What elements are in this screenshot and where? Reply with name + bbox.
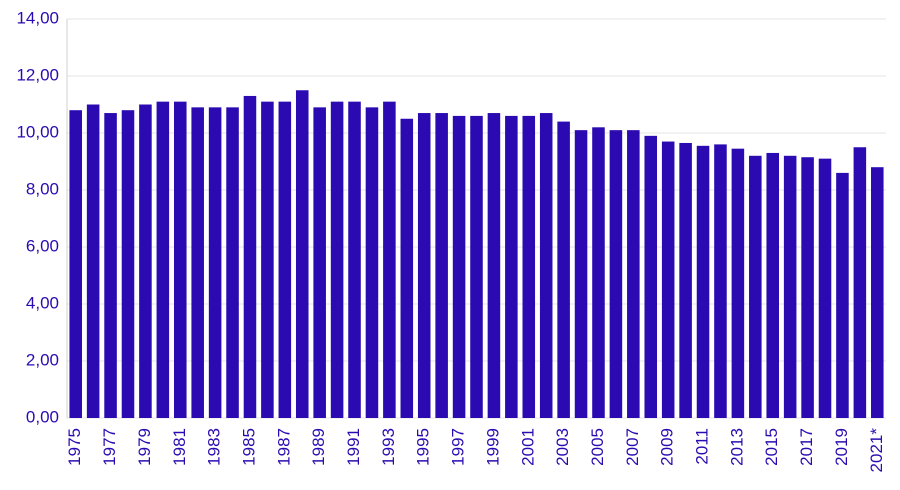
bar — [86, 104, 100, 418]
bar — [836, 172, 849, 418]
bar — [173, 101, 187, 419]
bar — [871, 167, 884, 418]
x-tick-label: 1977 — [100, 428, 119, 466]
bar — [818, 158, 832, 418]
x-tick-label: 2003 — [553, 428, 572, 466]
bar — [417, 113, 431, 419]
bar — [278, 101, 292, 419]
bar — [435, 113, 448, 419]
x-tick-label: 2005 — [588, 428, 607, 466]
y-tick-label: 10,00 — [16, 122, 59, 141]
bar — [592, 127, 605, 419]
x-tick-label: 1983 — [205, 428, 224, 466]
x-tick-label: 1991 — [344, 428, 363, 466]
x-tick-label: 2015 — [762, 428, 781, 466]
x-tick-label: 1997 — [449, 428, 468, 466]
bar — [104, 113, 117, 419]
x-tick-label: 2007 — [623, 428, 642, 466]
x-tick-label: 1989 — [309, 428, 328, 466]
bar — [365, 107, 379, 418]
bar — [696, 145, 710, 418]
bar — [749, 155, 762, 419]
x-tick-label: 1995 — [414, 428, 433, 466]
bar — [470, 115, 483, 419]
y-tick-label: 2,00 — [26, 350, 59, 369]
x-tick-label: 2013 — [727, 428, 746, 466]
y-tick-label: 14,00 — [16, 8, 59, 27]
bar — [609, 130, 623, 418]
x-tick-label: 2019 — [832, 428, 851, 466]
x-tick-label: 1985 — [239, 428, 258, 466]
bar — [226, 107, 239, 418]
bar — [661, 141, 675, 419]
bar — [400, 118, 414, 418]
bar — [69, 110, 82, 418]
y-tick-label: 0,00 — [26, 407, 59, 426]
bar — [783, 155, 797, 419]
x-tick-label: 2017 — [797, 428, 816, 466]
bar — [156, 101, 170, 419]
bar — [731, 148, 745, 419]
bar — [522, 115, 536, 419]
bar — [766, 152, 780, 418]
y-tick-label: 8,00 — [26, 179, 59, 198]
x-tick-label: 2009 — [658, 428, 677, 466]
bar — [348, 101, 361, 419]
bar — [191, 107, 204, 418]
bar — [557, 121, 570, 418]
x-tick-label: 2021* — [867, 428, 886, 473]
bar — [121, 110, 135, 418]
bar — [539, 113, 553, 419]
x-tick-label: 2001 — [518, 428, 537, 466]
x-tick-label: 1979 — [135, 428, 154, 466]
x-tick-label: 1987 — [274, 428, 293, 466]
bar — [627, 130, 640, 418]
y-tick-label: 4,00 — [26, 293, 59, 312]
y-tick-label: 6,00 — [26, 236, 59, 255]
bar — [139, 104, 152, 418]
bar — [574, 130, 588, 418]
bar — [452, 115, 466, 419]
x-tick-label: 1981 — [170, 428, 189, 466]
bar — [208, 107, 222, 418]
bar — [714, 144, 727, 418]
x-tick-label: 2011 — [693, 428, 712, 465]
bar — [383, 101, 396, 419]
x-tick-label: 1993 — [379, 428, 398, 466]
bar — [261, 101, 274, 419]
y-tick-label: 12,00 — [16, 65, 59, 84]
bar — [505, 115, 518, 419]
bar — [679, 142, 692, 418]
bar — [853, 147, 867, 418]
bar — [243, 95, 257, 418]
bar — [487, 113, 501, 419]
bar — [801, 157, 814, 418]
bar — [295, 90, 309, 418]
bar — [330, 101, 344, 419]
bar — [313, 107, 326, 418]
x-tick-label: 1975 — [65, 428, 84, 466]
bar — [644, 135, 658, 418]
x-tick-label: 1999 — [483, 428, 502, 466]
